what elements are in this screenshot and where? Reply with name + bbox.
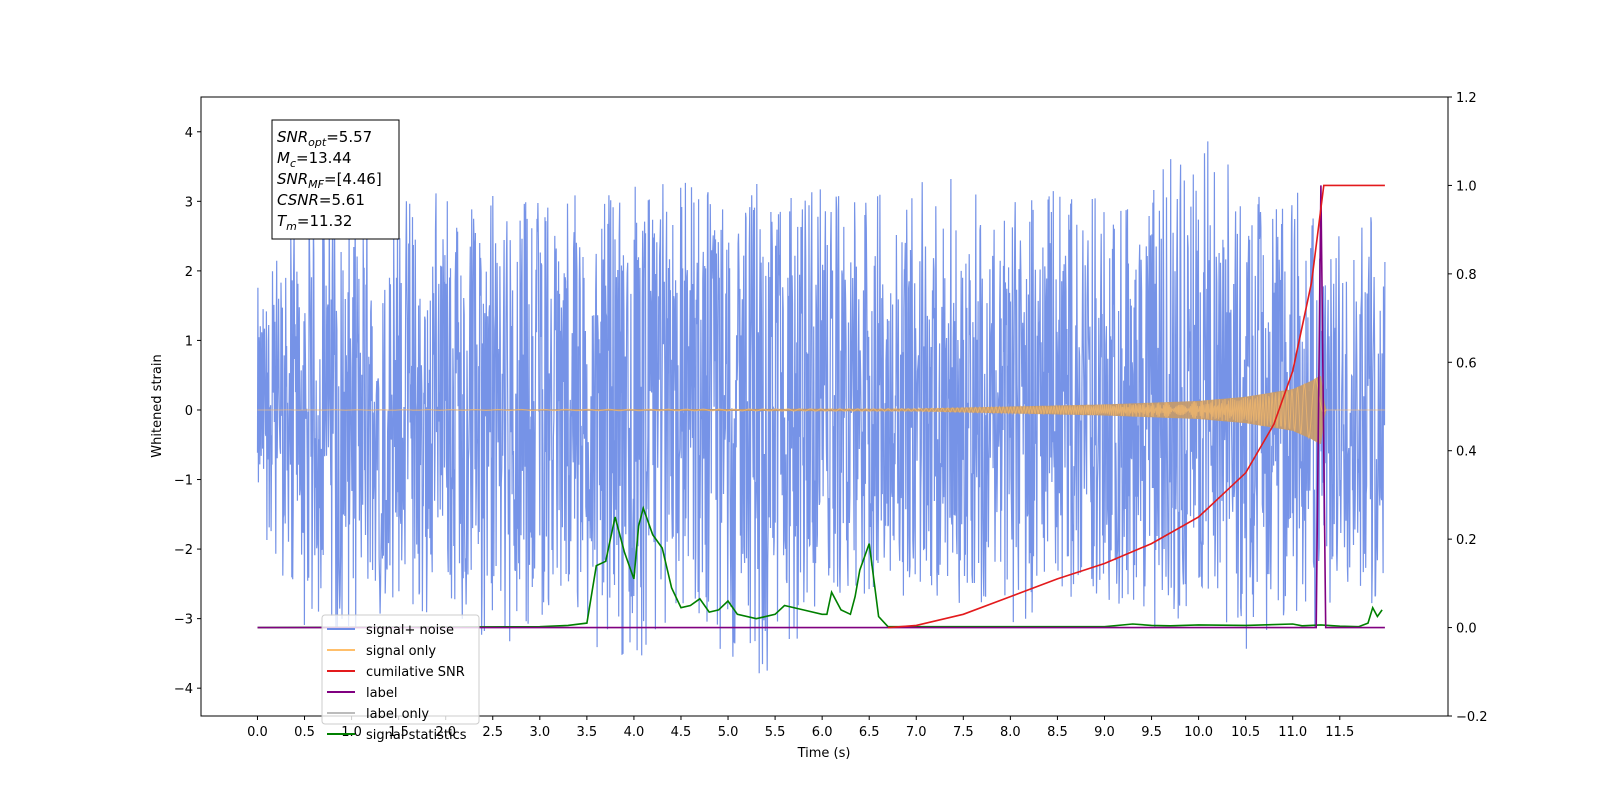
x-axis: 0.0 0.5 1.0 1.5 2.0 2.5 3.0 3.5 4.0 4.5 5.0 5.5 6.0 6… [247, 716, 1354, 740]
series-signal-statistics [257, 505, 1383, 629]
plot-frame [200, 96, 1449, 717]
info-line: SNRopt=5.57 [277, 128, 372, 149]
legend: signal+ noise signal only cumilative SNR la… [321, 614, 480, 743]
x-tick-label: 5.5 [765, 725, 786, 740]
x-tick-label: 10.5 [1231, 725, 1260, 740]
info-box: SNRopt=5.57Mc=13.44SNRMF=[4.46]CSNR=5.61… [271, 119, 400, 240]
x-tick-label: 11.0 [1278, 725, 1307, 740]
legend-label: label [366, 686, 397, 701]
x-tick-label: 3.0 [529, 725, 550, 740]
series-label [257, 185, 1385, 629]
y-right-tick-label: 0.8 [1456, 268, 1477, 283]
x-tick-label: 9.5 [1141, 725, 1162, 740]
info-line: CSNR=5.61 [277, 191, 365, 209]
x-tick-label: 7.5 [953, 725, 974, 740]
y-left-tick-label: 4 [185, 126, 193, 141]
x-tick-label: 8.0 [1000, 725, 1021, 740]
plot-area [256, 141, 1386, 674]
x-tick-label: 6.5 [859, 725, 880, 740]
legend-label: cumilative SNR [366, 665, 465, 680]
info-line: Mc=13.44 [277, 149, 352, 170]
x-tick-label: 0.0 [247, 725, 268, 740]
legend-label: signal statistics [366, 728, 467, 743]
x-tick-label: 2.5 [482, 725, 503, 740]
info-box-frame [271, 119, 400, 240]
y-left-tick-label: 2 [185, 265, 193, 280]
x-tick-label: 0.5 [294, 725, 315, 740]
series-signal-only-envelope [257, 376, 1385, 444]
y-left-tick-label: 1 [185, 334, 193, 349]
y-axis-right: −0.2 0.0 0.2 0.4 0.6 0.8 1.0 1.2 [1448, 91, 1488, 725]
x-tick-label: 9.0 [1094, 725, 1115, 740]
x-tick-label: 4.5 [671, 725, 692, 740]
x-tick-label: 11.5 [1325, 725, 1354, 740]
y-left-tick-label: 0 [185, 404, 193, 419]
x-tick-label: 3.5 [577, 725, 598, 740]
y-right-tick-label: −0.2 [1456, 710, 1488, 725]
x-tick-label: 1.0 [341, 725, 362, 740]
legend-label: signal+ noise [366, 623, 454, 638]
y-left-tick-label: −1 [174, 474, 193, 489]
series-signal-noise [256, 141, 1386, 674]
y-right-tick-label: 0.6 [1456, 356, 1477, 371]
y-left-tick-label: −2 [174, 543, 193, 558]
x-tick-label: 5.0 [718, 725, 739, 740]
legend-label: label only [366, 707, 429, 722]
x-tick-label: 4.0 [624, 725, 645, 740]
legend-frame [321, 614, 480, 725]
x-tick-label: 1.5 [388, 725, 409, 740]
y-right-tick-label: 0.0 [1456, 622, 1477, 637]
y-left-tick-label: −4 [174, 682, 193, 697]
info-line: Tm=11.32 [277, 212, 352, 233]
x-tick-label: 10.0 [1184, 725, 1213, 740]
x-tick-label: 7.0 [906, 725, 927, 740]
y-right-tick-label: 1.2 [1456, 91, 1477, 106]
legend-label: signal only [366, 644, 436, 659]
series-cumulative-snr [887, 184, 1385, 629]
y-axis-left: −4 −3 −2 −1 0 1 2 3 4 [174, 126, 201, 697]
x-tick-label: 2.0 [435, 725, 456, 740]
x-tick-label: 6.0 [812, 725, 833, 740]
y-right-tick-label: 0.4 [1456, 445, 1477, 460]
y-right-tick-label: 1.0 [1456, 179, 1477, 194]
y-left-tick-label: −3 [174, 613, 193, 628]
y-left-tick-label: 3 [185, 195, 193, 210]
info-line: SNRMF=[4.46] [277, 170, 382, 191]
x-tick-label: 8.5 [1047, 725, 1068, 740]
series-signal-only [257, 377, 1385, 440]
y-right-tick-label: 0.2 [1456, 533, 1477, 548]
x-axis-title: Time (s) [797, 746, 851, 761]
y-axis-title: Whitened strain [150, 354, 165, 457]
